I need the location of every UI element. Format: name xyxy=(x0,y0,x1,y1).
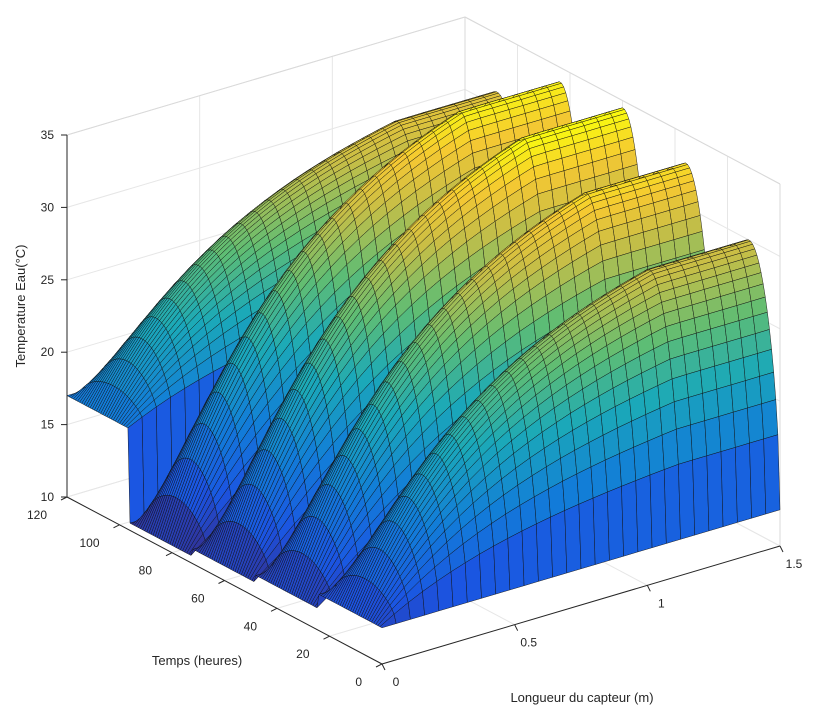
surface-patch xyxy=(619,446,637,487)
surface-patch xyxy=(464,553,482,603)
surface-patch xyxy=(735,442,752,523)
surface-patch xyxy=(649,469,667,548)
surface-patch xyxy=(661,428,679,470)
x-tick-label: 0 xyxy=(393,675,400,689)
surface-patch xyxy=(676,424,693,465)
surface-patch xyxy=(604,453,622,493)
surface-patch xyxy=(686,370,703,398)
x-axis-label: Longueur du capteur (m) xyxy=(510,690,653,705)
surface-patch xyxy=(757,349,774,377)
z-tick-label: 30 xyxy=(41,200,55,214)
surface-patch xyxy=(507,530,525,591)
surface-patch xyxy=(127,416,145,524)
surface-patch xyxy=(704,416,722,457)
surface-patch xyxy=(745,376,762,409)
surface-patch xyxy=(700,365,718,394)
surface-patch xyxy=(747,403,764,444)
surface-patch xyxy=(763,434,781,515)
surface-patch xyxy=(702,388,720,421)
surface-patch xyxy=(479,545,496,599)
x-tick-label: 1.5 xyxy=(786,557,803,571)
temperature-surface xyxy=(66,81,781,629)
surface-patch xyxy=(688,393,705,426)
surface-patch xyxy=(621,480,639,557)
surface-patch xyxy=(578,497,596,570)
z-tick-label: 25 xyxy=(41,273,55,287)
surface-patch xyxy=(536,516,553,582)
surface-patch xyxy=(607,486,624,561)
z-tick-label: 15 xyxy=(41,418,55,432)
tick-labels: 0 0.5 1 1.5 0 20 40 60 80 100 120 10 15 20 25 30 35 xyxy=(27,128,803,689)
surface-patch xyxy=(730,380,748,413)
surface-patch xyxy=(732,407,750,448)
surface-patch xyxy=(592,491,610,565)
surface-patch xyxy=(714,361,732,390)
y-tick-label: 60 xyxy=(191,592,205,606)
surface-patch xyxy=(761,399,779,440)
surface-patch xyxy=(635,474,653,553)
y-tick-label: 120 xyxy=(27,508,47,522)
surface-patch xyxy=(749,438,767,519)
surface-patch xyxy=(633,440,651,481)
z-tick-label: 10 xyxy=(41,490,55,504)
surface-patch xyxy=(493,538,511,595)
surface-patch xyxy=(759,371,777,405)
surface-patch xyxy=(716,384,734,417)
surface-patch xyxy=(671,374,689,403)
surface-patch xyxy=(590,459,608,499)
surface-patch xyxy=(647,434,665,476)
y-tick-label: 0 xyxy=(355,675,362,689)
surface-patch xyxy=(663,464,681,544)
y-axis-label: Temps (heures) xyxy=(152,653,242,668)
surface-patch xyxy=(692,455,710,536)
surface-patch xyxy=(706,451,724,532)
surface-patch xyxy=(742,353,760,381)
x-tick-label: 1 xyxy=(658,596,665,610)
z-tick-label: 20 xyxy=(41,345,55,359)
y-tick-label: 20 xyxy=(296,647,310,661)
surface-patch xyxy=(678,459,695,540)
z-tick-label: 35 xyxy=(41,128,55,142)
surface-patch xyxy=(673,397,691,430)
y-tick-label: 100 xyxy=(79,536,99,550)
y-tick-label: 80 xyxy=(139,564,153,578)
surface-patch xyxy=(521,523,539,586)
surface-patch xyxy=(728,357,746,386)
y-tick-label: 40 xyxy=(244,619,258,633)
surface-patch xyxy=(690,420,708,461)
surface-patch xyxy=(564,503,582,574)
surface-patch xyxy=(576,466,594,505)
surface-patch xyxy=(718,411,736,452)
surface-patch xyxy=(550,510,568,578)
z-axis-label: Temperature Eau(°C) xyxy=(13,245,28,368)
x-tick-label: 0.5 xyxy=(520,636,537,650)
surface-patch xyxy=(720,447,738,527)
